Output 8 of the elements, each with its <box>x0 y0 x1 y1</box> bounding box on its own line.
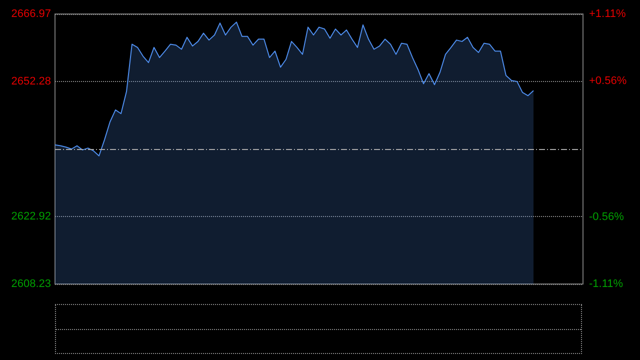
y-tick-label: 2652.28 <box>11 76 51 88</box>
y-tick-label: 2608.23 <box>11 278 51 290</box>
y-tick-label: 2622.92 <box>11 210 51 222</box>
y2-tick-label: -0.56% <box>589 211 624 224</box>
y2-tick-label: -1.11% <box>589 278 624 290</box>
y-tick-label: 2666.97 <box>11 8 51 20</box>
y2-tick-label: +1.11% <box>589 8 626 20</box>
y2-tick-label: +0.56% <box>589 74 627 87</box>
